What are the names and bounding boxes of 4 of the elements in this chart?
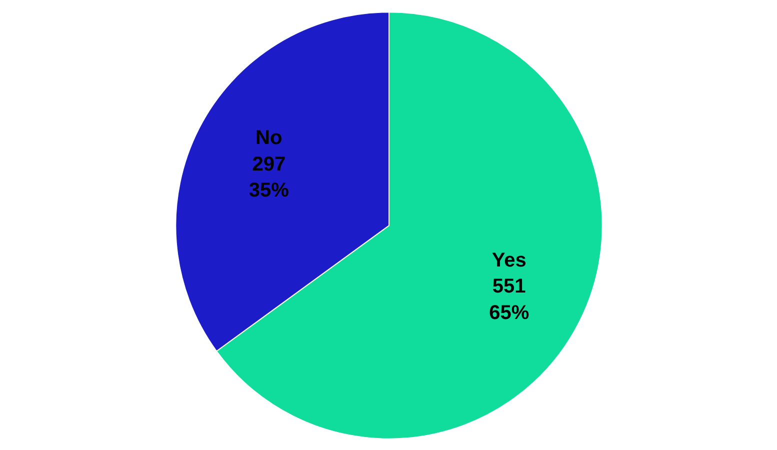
- slice-label: No: [256, 126, 282, 149]
- data-label: 551 65%: [489, 276, 530, 324]
- slice-label: Yes: [492, 249, 526, 272]
- data-label: 297 35%: [248, 153, 290, 202]
